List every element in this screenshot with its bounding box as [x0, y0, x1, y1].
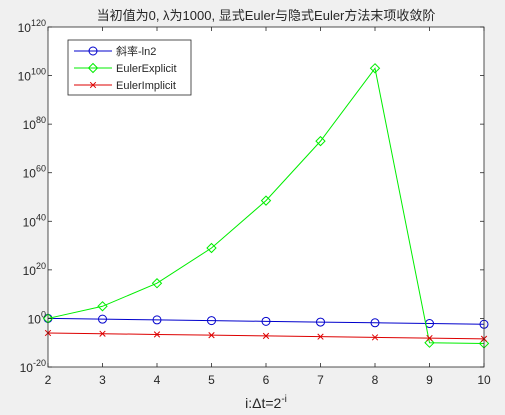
x-tick-label-6: 6 [263, 373, 270, 387]
x-tick-label-8: 8 [372, 373, 379, 387]
series-0-point-7 [316, 317, 325, 327]
y-tick-label-100: 10100 [18, 67, 46, 84]
series-0-point-5 [207, 316, 216, 326]
series-line-1 [47, 67, 485, 344]
x-tick-label-5: 5 [208, 373, 215, 387]
x-axis-label-main: i:Δt=2 [245, 395, 281, 411]
x-tick-label-10: 10 [477, 373, 491, 387]
legend: 斜率-ln2 EulerExplicit EulerImplicit [67, 39, 192, 96]
series-2-point-4 [153, 331, 161, 338]
series-1-point-7 [315, 135, 326, 147]
y-tick-label-0: 100 [28, 309, 46, 326]
legend-label-0: 斜率-ln2 [116, 44, 156, 58]
x-tick-label-7: 7 [317, 373, 324, 387]
series-1-point-3 [97, 301, 108, 312]
series-1-point-8 [369, 63, 381, 74]
series-2-point-9 [426, 334, 433, 342]
series-line-0 [47, 317, 485, 325]
series-2-point-6 [262, 332, 270, 340]
x-tick-label-4: 4 [154, 373, 161, 387]
series-layer [42, 63, 490, 349]
x-tick-label-9: 9 [426, 373, 433, 387]
y-tick-label-40: 1040 [23, 212, 46, 229]
legend-marker-1 [87, 62, 99, 74]
series-2-point-3 [99, 330, 106, 337]
y-tick-label-60: 1060 [23, 164, 46, 181]
series-1-point-5 [206, 242, 217, 254]
plot-content [42, 63, 490, 349]
series-0-point-6 [261, 316, 271, 326]
series-0-point-8 [370, 318, 380, 328]
x-tick-label-2: 2 [45, 373, 52, 387]
x-tick-label-3: 3 [99, 373, 106, 387]
y-axis: 10-20 100 1020 1040 1060 1080 10100 10120 [18, 18, 484, 375]
series-2-point-7 [317, 333, 324, 340]
series-1-point-9 [424, 337, 435, 348]
x-axis-label-superscript: -i [281, 394, 287, 405]
legend-marker-0 [88, 46, 98, 56]
y-tick-label-20: 1020 [23, 261, 46, 278]
legend-label-2: EulerImplicit [116, 80, 176, 92]
series-0 [43, 313, 489, 329]
series-0-point-3 [98, 314, 107, 324]
legend-label-1: EulerExplicit [116, 63, 177, 75]
chart-title: 当初值为0, λ为1000, 显式Euler与隐式Euler方法末项收敛阶 [97, 8, 436, 23]
series-0-point-4 [152, 315, 162, 325]
y-tick-label--20: 10-20 [20, 358, 46, 375]
series-1 [42, 63, 490, 349]
x-axis: 2 3 4 5 6 7 8 9 10 [45, 27, 491, 387]
legend-marker-2 [89, 81, 97, 89]
y-tick-label-120: 10120 [18, 18, 46, 35]
y-tick-label-80: 1080 [23, 115, 46, 132]
series-2-point-5 [208, 332, 215, 339]
series-1-point-6 [260, 195, 272, 206]
series-2-point-8 [371, 334, 379, 341]
x-axis-label: i:Δt=2-i [245, 394, 287, 411]
series-1-point-4 [151, 278, 163, 289]
